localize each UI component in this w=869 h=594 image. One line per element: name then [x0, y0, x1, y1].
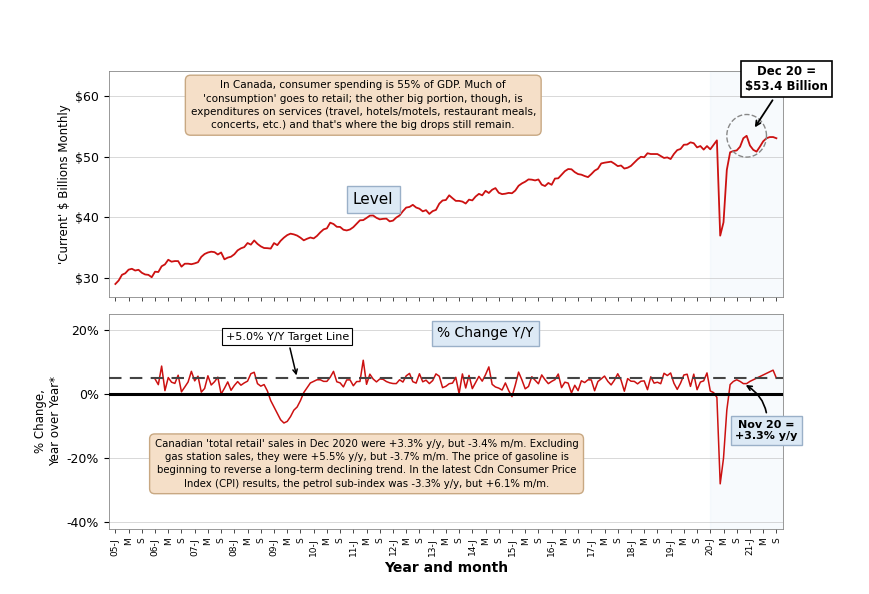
Text: In Canada, consumer spending is 55% of GDP. Much of
'consumption' goes to retail: In Canada, consumer spending is 55% of G…	[190, 80, 535, 130]
Bar	[709, 314, 782, 529]
Y-axis label: 'Current' $ Billions Monthly: 'Current' $ Billions Monthly	[58, 104, 70, 264]
Text: Level: Level	[353, 192, 393, 207]
Bar	[709, 71, 782, 296]
Y-axis label: % Change,
Year over Year*: % Change, Year over Year*	[35, 377, 63, 466]
X-axis label: Year and month: Year and month	[383, 561, 507, 575]
Text: Nov 20 =
+3.3% y/y: Nov 20 = +3.3% y/y	[734, 386, 797, 441]
Text: +5.0% Y/Y Target Line: +5.0% Y/Y Target Line	[225, 331, 348, 374]
Text: Canadian 'total retail' sales in Dec 2020 were +3.3% y/y, but -3.4% m/m. Excludi: Canadian 'total retail' sales in Dec 202…	[155, 439, 578, 489]
Text: % Change Y/Y: % Change Y/Y	[437, 326, 534, 340]
Text: Dec 20 =
$53.4 Billion: Dec 20 = $53.4 Billion	[744, 65, 826, 126]
